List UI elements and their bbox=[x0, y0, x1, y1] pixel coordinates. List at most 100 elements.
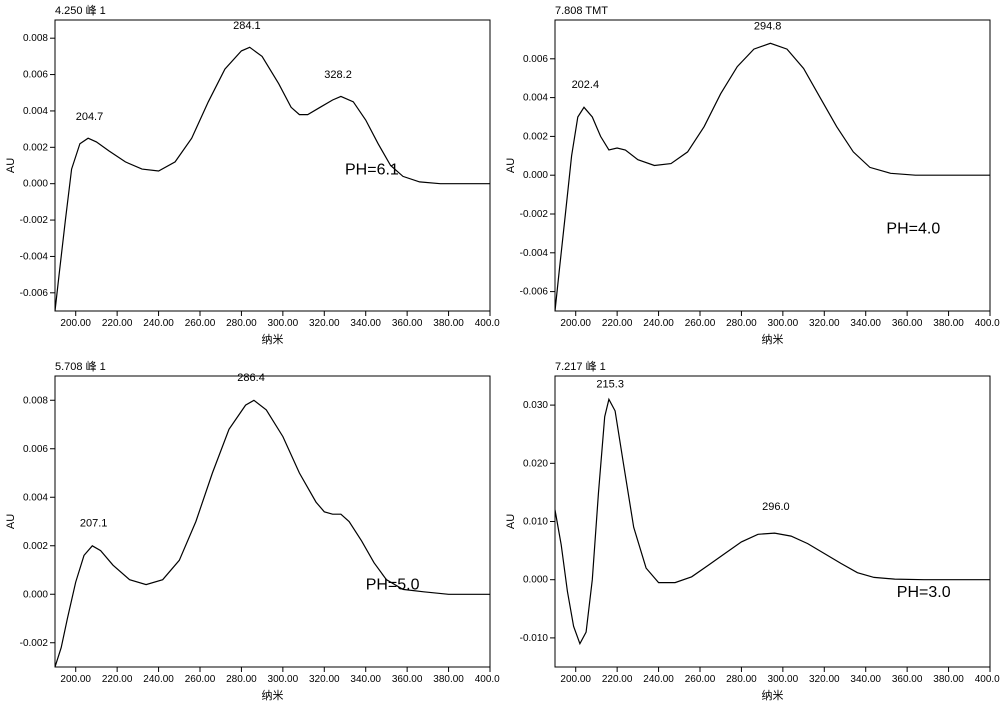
x-tick-label: 200.00 bbox=[60, 674, 91, 685]
y-tick-label: 0.000 bbox=[23, 589, 48, 600]
x-axis-label: 纳米 bbox=[762, 689, 784, 702]
x-tick-label: 380.00 bbox=[933, 674, 964, 685]
x-tick-label: 260.00 bbox=[185, 318, 216, 329]
y-tick-label: 0.008 bbox=[23, 395, 48, 406]
y-tick-label: -0.004 bbox=[20, 251, 49, 262]
spectrum-curve bbox=[555, 43, 990, 311]
x-tick-label: 360.00 bbox=[892, 674, 923, 685]
x-tick-label: 300.00 bbox=[768, 674, 799, 685]
peak-label: 328.2 bbox=[324, 69, 352, 81]
y-tick-label: -0.004 bbox=[520, 248, 549, 259]
panel-title: 4.250 峰 1 bbox=[55, 4, 106, 17]
peak-label: 202.4 bbox=[572, 79, 600, 91]
x-tick-label: 300.00 bbox=[768, 318, 799, 329]
x-tick-label: 280.00 bbox=[726, 674, 757, 685]
peak-label: 207.1 bbox=[80, 517, 108, 529]
peak-label: 296.0 bbox=[762, 501, 790, 513]
x-tick-label: 400.00 bbox=[475, 674, 500, 685]
x-tick-label: 380.00 bbox=[933, 318, 964, 329]
y-tick-label: -0.002 bbox=[20, 638, 49, 649]
y-tick-label: 0.010 bbox=[523, 517, 548, 528]
panel-title: 5.708 峰 1 bbox=[55, 360, 106, 373]
x-tick-label: 220.00 bbox=[102, 674, 133, 685]
y-tick-label: -0.002 bbox=[520, 209, 549, 220]
y-axis-label: AU bbox=[5, 514, 17, 529]
y-tick-label: -0.010 bbox=[520, 633, 549, 644]
x-tick-label: 240.00 bbox=[643, 674, 674, 685]
y-tick-label: -0.006 bbox=[20, 288, 49, 299]
y-tick-label: 0.000 bbox=[523, 575, 548, 586]
x-tick-label: 240.00 bbox=[143, 674, 174, 685]
peak-label: 215.3 bbox=[596, 379, 624, 391]
x-axis-label: 纳米 bbox=[762, 333, 784, 346]
spectrum-panel-ph30: 7.217 峰 1 200.00 220.00 240.00 260.00 280.00 3… bbox=[500, 356, 1000, 712]
x-tick-label: 300.00 bbox=[268, 318, 299, 329]
plot-border bbox=[55, 20, 490, 311]
x-tick-label: 260.00 bbox=[185, 674, 216, 685]
y-axis-label: AU bbox=[5, 158, 17, 173]
y-tick-label: 0.006 bbox=[523, 54, 548, 65]
ph-label: PH=4.0 bbox=[886, 220, 940, 237]
x-tick-label: 260.00 bbox=[685, 674, 716, 685]
plot-border bbox=[555, 20, 990, 311]
spectrum-curve bbox=[55, 47, 490, 311]
x-tick-label: 380.00 bbox=[433, 318, 464, 329]
y-tick-label: 0.002 bbox=[23, 541, 48, 552]
x-tick-label: 380.00 bbox=[433, 674, 464, 685]
panel-title: 7.808 TMT bbox=[555, 5, 608, 17]
x-tick-label: 340.00 bbox=[350, 674, 381, 685]
x-tick-label: 320.00 bbox=[809, 674, 840, 685]
chart-grid: 4.250 峰 1 200.00 220.00 240.00 260.00 280.00 3… bbox=[0, 0, 1000, 712]
peak-label: 204.7 bbox=[76, 111, 104, 123]
peak-label: 286.4 bbox=[237, 372, 265, 384]
x-tick-label: 220.00 bbox=[602, 318, 633, 329]
x-axis-label: 纳米 bbox=[262, 333, 284, 346]
ph-label: PH=3.0 bbox=[897, 584, 951, 601]
y-axis-label: AU bbox=[505, 514, 517, 529]
x-tick-label: 360.00 bbox=[892, 318, 923, 329]
x-tick-label: 220.00 bbox=[602, 674, 633, 685]
x-tick-label: 400.00 bbox=[475, 318, 500, 329]
spectrum-panel-ph61: 4.250 峰 1200.00220.00240.00260.00280.003… bbox=[0, 0, 500, 356]
y-tick-label: -0.006 bbox=[520, 287, 549, 298]
y-tick-label: 0.004 bbox=[23, 106, 48, 117]
x-tick-label: 240.00 bbox=[143, 318, 174, 329]
spectrum-panel-ph50: 5.708 峰 1 200.00 220.00 240.00 260.00 280.00 3… bbox=[0, 356, 500, 712]
x-tick-label: 200.00 bbox=[560, 674, 591, 685]
x-tick-label: 200.00 bbox=[560, 318, 591, 329]
spectrum-curve bbox=[55, 400, 490, 667]
x-tick-label: 360.00 bbox=[392, 674, 423, 685]
spectrum-curve bbox=[555, 399, 990, 643]
x-tick-label: 280.00 bbox=[226, 674, 257, 685]
plot-border bbox=[555, 376, 990, 667]
ph-label: PH=6.1 bbox=[345, 162, 399, 179]
y-tick-label: 0.002 bbox=[523, 131, 548, 142]
y-tick-label: 0.002 bbox=[23, 142, 48, 153]
x-tick-label: 320.00 bbox=[309, 674, 340, 685]
x-tick-label: 360.00 bbox=[392, 318, 423, 329]
y-tick-label: 0.004 bbox=[523, 93, 548, 104]
y-tick-label: 0.020 bbox=[523, 458, 548, 469]
x-tick-label: 260.00 bbox=[685, 318, 716, 329]
x-tick-label: 340.00 bbox=[850, 318, 881, 329]
y-tick-label: 0.008 bbox=[23, 33, 48, 44]
peak-label: 284.1 bbox=[233, 20, 261, 32]
x-tick-label: 400.00 bbox=[975, 318, 1000, 329]
y-tick-label: 0.004 bbox=[23, 492, 48, 503]
x-tick-label: 280.00 bbox=[726, 318, 757, 329]
spectrum-panel-ph40: 7.808 TMT 200.00 220.00 240.00 260.00 280.00 3… bbox=[500, 0, 1000, 356]
x-tick-label: 280.00 bbox=[226, 318, 257, 329]
ph-label: PH=5.0 bbox=[366, 576, 420, 593]
peak-label: 294.8 bbox=[754, 21, 782, 33]
x-tick-label: 240.00 bbox=[643, 318, 674, 329]
y-tick-label: 0.000 bbox=[23, 179, 48, 190]
y-tick-label: 0.006 bbox=[23, 444, 48, 455]
panel-title: 7.217 峰 1 bbox=[555, 360, 606, 373]
x-tick-label: 340.00 bbox=[850, 674, 881, 685]
y-tick-label: 0.006 bbox=[23, 70, 48, 81]
x-tick-label: 340.00 bbox=[350, 318, 381, 329]
y-tick-label: -0.002 bbox=[20, 215, 49, 226]
x-tick-label: 220.00 bbox=[102, 318, 133, 329]
x-tick-label: 300.00 bbox=[268, 674, 299, 685]
x-axis-label: 纳米 bbox=[262, 689, 284, 702]
